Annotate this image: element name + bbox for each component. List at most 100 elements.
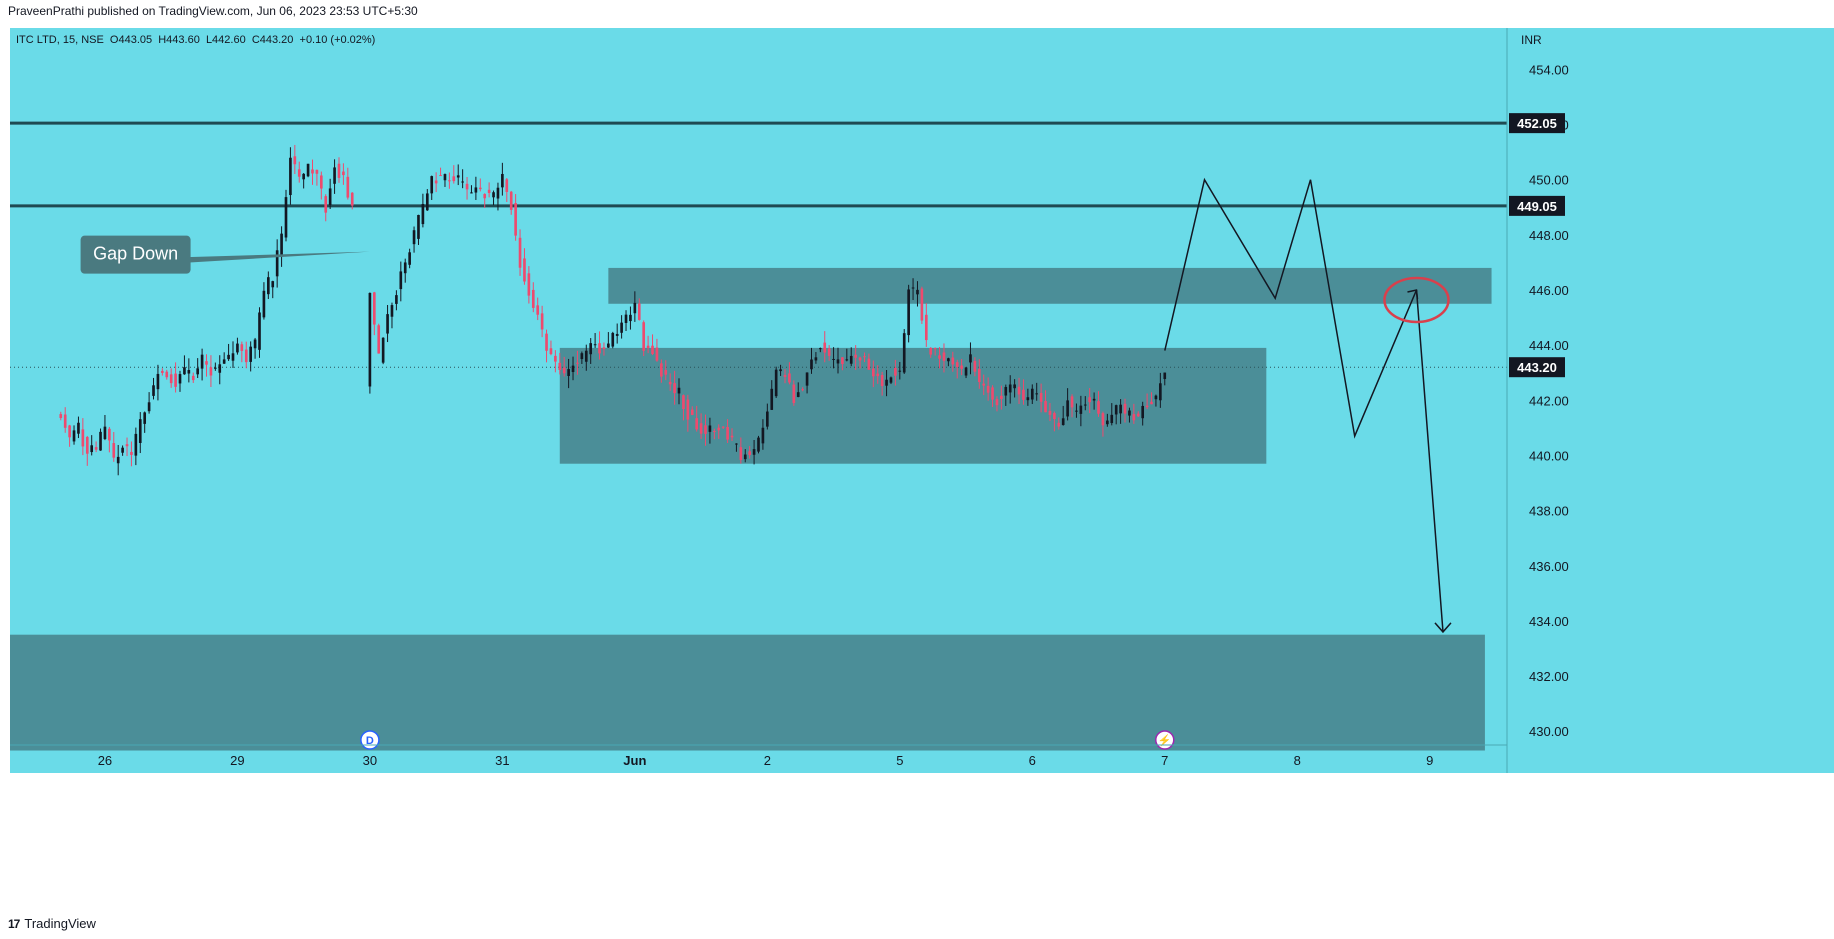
candle bbox=[924, 303, 928, 347]
candle bbox=[916, 281, 919, 307]
candle-body bbox=[231, 353, 235, 361]
candle bbox=[1088, 388, 1092, 414]
candle bbox=[487, 182, 491, 198]
candle-body bbox=[275, 250, 279, 277]
candle-body bbox=[854, 354, 857, 358]
candle bbox=[1141, 401, 1145, 426]
candle bbox=[677, 378, 681, 405]
candle-body bbox=[315, 169, 319, 174]
candle-body bbox=[1044, 401, 1047, 413]
candle-body bbox=[1061, 418, 1065, 426]
candle bbox=[1013, 379, 1016, 398]
candle bbox=[1132, 403, 1136, 424]
candle-body bbox=[1030, 388, 1034, 400]
candle-body bbox=[766, 411, 769, 427]
candle bbox=[770, 380, 774, 410]
candle bbox=[991, 385, 994, 407]
chart[interactable]: Gap Down 454.00452.00450.00448.00446.004… bbox=[10, 28, 1834, 905]
candle-body bbox=[403, 262, 407, 274]
earnings-marker-icon[interactable]: ⚡ bbox=[1155, 730, 1175, 750]
candle bbox=[1044, 390, 1047, 413]
x-tick-label: 9 bbox=[1426, 753, 1433, 768]
candle-body bbox=[576, 362, 579, 364]
candle-body bbox=[328, 188, 332, 205]
candle-body bbox=[474, 187, 478, 193]
resistance-zone[interactable] bbox=[608, 267, 1492, 304]
publish-info: PraveenPrathi published on TradingView.c… bbox=[8, 4, 418, 18]
candle-body bbox=[668, 381, 672, 385]
candle bbox=[94, 441, 98, 453]
gap-down-callout[interactable]: Gap Down bbox=[80, 235, 370, 274]
candle-body bbox=[1048, 410, 1052, 415]
candle-body bbox=[871, 368, 875, 377]
candle bbox=[324, 194, 328, 222]
candle-body bbox=[1145, 405, 1149, 408]
candle bbox=[456, 164, 460, 186]
symbol-info: ITC LTD, 15, NSE O443.05 H443.60 L442.60… bbox=[16, 34, 375, 46]
candle bbox=[761, 419, 765, 450]
y-tick-label: 450.00 bbox=[1529, 173, 1569, 188]
candle-body bbox=[240, 344, 244, 351]
candle-body bbox=[297, 169, 301, 177]
candle-body bbox=[783, 375, 787, 377]
candle-body bbox=[584, 350, 588, 362]
candle bbox=[1035, 382, 1039, 401]
candle-body bbox=[395, 295, 398, 304]
candle bbox=[933, 347, 937, 356]
candle-body bbox=[1150, 401, 1153, 405]
candle bbox=[350, 192, 354, 210]
candle-body bbox=[1083, 404, 1087, 406]
chart-canvas[interactable]: Gap Down 454.00452.00450.00448.00446.004… bbox=[10, 28, 1834, 905]
candle-body bbox=[827, 348, 831, 356]
candle bbox=[836, 347, 840, 374]
y-tick-label: 440.00 bbox=[1529, 448, 1569, 463]
candle-body bbox=[602, 347, 606, 349]
candle-body bbox=[205, 361, 208, 365]
candle-body bbox=[408, 252, 411, 265]
candle-body bbox=[249, 346, 252, 362]
consolidation-box[interactable] bbox=[559, 347, 1267, 464]
price-axis-background[interactable] bbox=[1507, 28, 1834, 773]
candle-body bbox=[456, 175, 460, 178]
candle-body bbox=[293, 156, 297, 165]
candle-body bbox=[346, 176, 350, 198]
candle bbox=[293, 144, 297, 174]
candle-body bbox=[483, 194, 487, 199]
candle bbox=[576, 350, 579, 375]
candle-body bbox=[130, 451, 133, 455]
candle-body bbox=[924, 314, 928, 341]
candle bbox=[465, 177, 469, 200]
candle bbox=[832, 347, 835, 369]
dividend-marker-icon[interactable]: D bbox=[360, 730, 380, 750]
candle-body bbox=[174, 373, 177, 387]
y-tick-label: 448.00 bbox=[1529, 228, 1569, 243]
candle bbox=[757, 435, 760, 454]
candle bbox=[779, 364, 782, 376]
candle-body bbox=[660, 363, 663, 377]
level-449.05-label: 449.05 bbox=[1517, 199, 1557, 214]
candle-body bbox=[761, 427, 765, 444]
candle bbox=[143, 411, 147, 433]
candle bbox=[68, 424, 71, 447]
candle bbox=[1000, 385, 1003, 410]
candle-body bbox=[222, 359, 226, 364]
callout-box bbox=[80, 235, 191, 274]
candle bbox=[955, 359, 959, 379]
candle bbox=[496, 182, 500, 211]
candle-body bbox=[509, 191, 513, 210]
candle bbox=[275, 239, 279, 288]
candle-body bbox=[253, 339, 257, 349]
candle bbox=[240, 341, 244, 363]
demand-zone[interactable] bbox=[10, 634, 1485, 751]
candle bbox=[1066, 388, 1069, 421]
candle bbox=[439, 167, 442, 177]
candle-body bbox=[796, 392, 800, 397]
highlight-circle[interactable] bbox=[1383, 276, 1450, 324]
candle-body bbox=[505, 179, 509, 192]
candle bbox=[1061, 405, 1065, 426]
candle-body bbox=[770, 388, 774, 410]
candle-body bbox=[1097, 401, 1100, 414]
candle-body bbox=[103, 426, 107, 440]
candle bbox=[1048, 403, 1052, 422]
candle bbox=[651, 334, 654, 356]
